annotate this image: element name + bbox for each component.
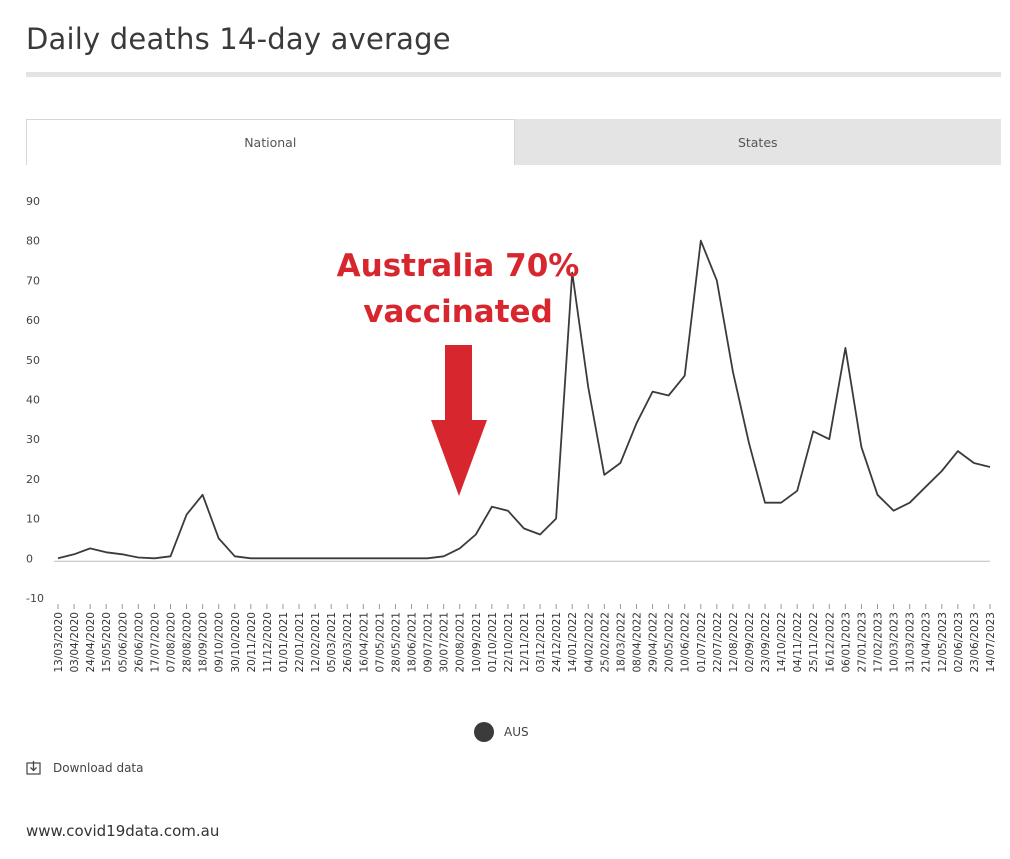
x-tick-label: 18/09/2020	[198, 612, 210, 673]
annotation-text: vaccinated	[363, 294, 553, 330]
x-tick-label: 13/03/2020	[53, 612, 65, 673]
tab-national[interactable]: National	[26, 119, 515, 165]
x-tick-label: 25/02/2022	[599, 612, 611, 673]
tab-states[interactable]: States	[514, 119, 1001, 165]
x-tick-label: 04/02/2022	[583, 612, 595, 673]
x-tick-label: 05/06/2020	[117, 612, 129, 673]
site-url: www.covid19data.com.au	[26, 822, 220, 840]
x-tick-label: 26/06/2020	[133, 612, 145, 673]
x-tick-label: 28/08/2020	[182, 612, 194, 673]
x-tick-label: 23/09/2022	[760, 612, 772, 673]
x-tick-label: 22/01/2021	[294, 612, 306, 673]
x-tick-label: 16/04/2021	[358, 612, 370, 673]
annotation-arrow-icon	[431, 345, 487, 496]
legend-label-aus: AUS	[504, 725, 529, 739]
x-tick-label: 18/03/2022	[615, 612, 627, 673]
y-tick-label: 80	[26, 235, 40, 248]
download-icon	[26, 761, 41, 775]
x-tick-label: 07/08/2020	[165, 612, 177, 673]
x-tick-label: 09/07/2021	[423, 612, 435, 673]
x-tick-label: 06/01/2023	[840, 612, 852, 673]
line-chart: 90 80 70 60 50 40 30 20 10 0 -10 13/03/2020 03/04/20…	[26, 195, 997, 673]
y-tick-label: 50	[26, 354, 40, 367]
y-tick-label: 20	[26, 473, 40, 486]
x-tick-label: 09/10/2020	[214, 612, 226, 673]
x-tick-label: 24/12/2021	[551, 612, 563, 673]
x-tick-label: 29/04/2022	[648, 612, 660, 673]
x-tick-label: 04/11/2022	[792, 612, 804, 673]
x-tick-label: 14/10/2022	[776, 612, 788, 673]
x-tick-label: 30/07/2021	[439, 612, 451, 673]
x-tick-label: 20/11/2020	[246, 612, 258, 673]
x-tick-label: 12/05/2023	[937, 612, 949, 673]
x-tick-label: 18/06/2021	[407, 612, 419, 673]
download-label: Download data	[53, 760, 144, 775]
x-tick-label: 12/02/2021	[310, 612, 322, 673]
y-tick-label: 0	[26, 552, 33, 565]
download-data-link[interactable]: Download data	[26, 760, 144, 775]
tab-bar: National States	[26, 119, 1001, 165]
x-tick-label: 10/03/2023	[889, 612, 901, 673]
x-tick-label: 08/04/2022	[631, 612, 643, 673]
page-title: Daily deaths 14-day average	[26, 22, 451, 56]
x-tick-label: 22/10/2021	[503, 612, 515, 673]
x-tick-label: 07/05/2021	[374, 612, 386, 673]
x-tick-label: 20/08/2021	[455, 612, 467, 673]
y-tick-label: -10	[26, 592, 44, 605]
x-tick-label: 20/05/2022	[664, 612, 676, 673]
y-tick-label: 60	[26, 314, 40, 327]
x-tick-label: 12/11/2021	[519, 612, 531, 673]
legend-marker-aus[interactable]	[474, 722, 494, 742]
x-tick-label: 03/04/2020	[69, 612, 81, 673]
x-tick-label: 17/07/2020	[149, 612, 161, 673]
x-tick-label: 01/01/2021	[278, 612, 290, 673]
x-tick-label: 21/04/2023	[921, 612, 933, 673]
title-divider	[26, 72, 1001, 77]
series-line-aus	[57, 239, 991, 560]
y-tick-label: 10	[26, 513, 40, 526]
x-tick-label: 01/07/2022	[696, 612, 708, 673]
x-tick-label: 02/09/2022	[744, 612, 756, 673]
x-tick-label: 25/11/2022	[808, 612, 820, 673]
x-tick-label: 28/05/2021	[390, 612, 402, 673]
x-tick-label: 24/04/2020	[85, 612, 97, 673]
x-tick-label: 10/09/2021	[471, 612, 483, 673]
x-tick-label: 26/03/2021	[342, 612, 354, 673]
x-tick-label: 02/06/2023	[953, 612, 965, 673]
x-tick-label: 15/05/2020	[101, 612, 113, 673]
chart-legend: AUS	[474, 722, 529, 742]
y-tick-label: 70	[26, 274, 40, 287]
x-tick-label: 27/01/2023	[856, 612, 868, 673]
x-tick-label: 12/08/2022	[728, 612, 740, 673]
x-tick-label: 23/06/2023	[969, 612, 981, 673]
x-tick-label: 11/12/2020	[262, 612, 274, 673]
x-tick-label: 10/06/2022	[680, 612, 692, 673]
x-tick-label: 22/07/2022	[712, 612, 724, 673]
y-tick-label: 30	[26, 433, 40, 446]
x-tick-label: 30/10/2020	[230, 612, 242, 673]
x-tick-label: 17/02/2023	[873, 612, 885, 673]
x-tick-label: 14/07/2023	[985, 612, 997, 673]
x-tick-label: 16/12/2022	[824, 612, 836, 673]
x-tick-label: 14/01/2022	[567, 612, 579, 673]
x-tick-label: 31/03/2023	[905, 612, 917, 673]
annotation-text: Australia 70%	[337, 248, 580, 284]
x-tick-label: 05/03/2021	[326, 612, 338, 673]
x-tick-label: 03/12/2021	[535, 612, 547, 673]
y-tick-label: 40	[26, 394, 40, 407]
y-tick-label: 90	[26, 195, 40, 208]
x-tick-label: 01/10/2021	[487, 612, 499, 673]
